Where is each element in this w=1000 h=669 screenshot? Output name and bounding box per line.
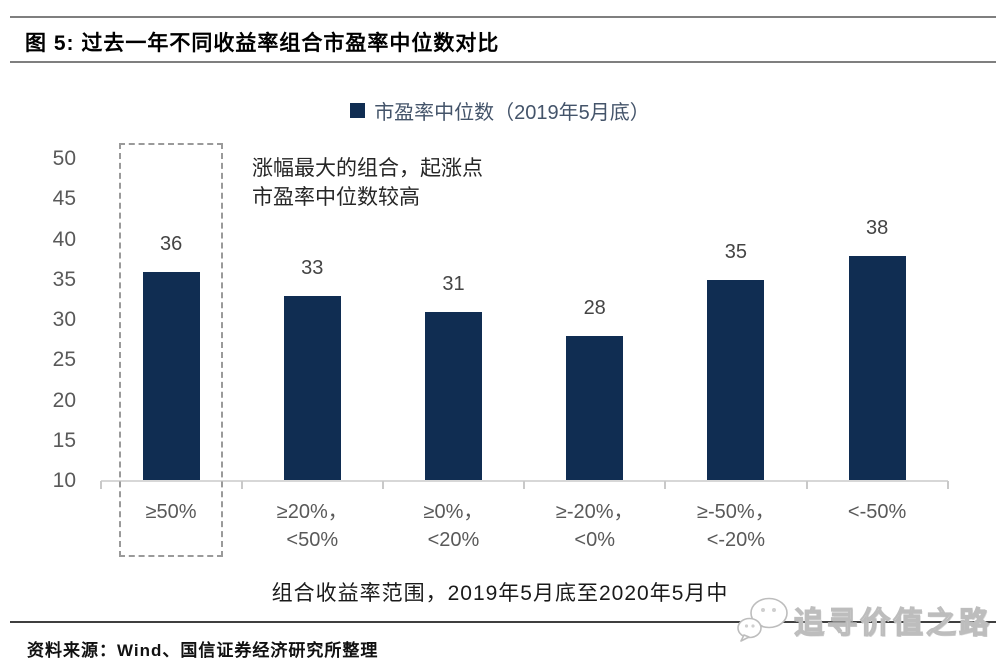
source-note: 资料来源：Wind、国信证券经济研究所整理 [27, 641, 379, 660]
x-axis-category-label: <-50% [847, 501, 907, 523]
legend-label: 市盈率中位数（2019年5月底） [374, 101, 650, 124]
bar-value-label: 38 [865, 216, 889, 239]
top-divider [10, 16, 996, 18]
figure-title: 图 5: 过去一年不同收益率组合市盈率中位数对比 [25, 32, 500, 55]
x-axis-line [100, 479, 948, 482]
bar [283, 295, 341, 480]
bar-value-label: 28 [583, 297, 606, 320]
y-axis-tick-label: 15 [52, 428, 76, 452]
watermark: 追寻价值之路 [736, 596, 992, 644]
bar [142, 271, 200, 480]
x-axis-tickmark [381, 481, 384, 489]
legend-swatch-icon [350, 102, 366, 118]
y-axis-tick-label: 30 [52, 308, 76, 331]
watermark-text: 追寻价值之路 [793, 606, 992, 640]
x-axis-tickmark [240, 481, 243, 489]
bar [707, 279, 765, 480]
title-divider [10, 61, 996, 63]
y-axis-tick-label: 45 [52, 187, 76, 211]
y-axis-tick-label: 35 [52, 267, 76, 291]
x-axis-tickmark [946, 481, 949, 489]
y-axis-tick-label: 25 [52, 348, 76, 372]
bar-value-label: 33 [301, 256, 324, 279]
y-axis-tick-label: 10 [52, 469, 76, 492]
bar [425, 311, 482, 480]
y-axis-tick-label: 40 [52, 227, 76, 251]
x-axis-title: 组合收益率范围，2019年5月底至2020年5月中 [271, 582, 729, 605]
x-axis-tickmark [805, 481, 808, 489]
highlight-dashed-box [119, 143, 224, 557]
y-axis-tick-label: 20 [52, 388, 76, 412]
bar-value-label: 31 [442, 272, 465, 295]
bar [566, 336, 624, 480]
bottom-divider [10, 621, 996, 623]
annotation-line-1: 涨幅最大的组合，起涨点 [252, 157, 483, 180]
x-axis-tickmark [99, 481, 102, 489]
x-axis-category-label: ≥-50%， <-20% [697, 501, 775, 551]
chart-legend: 市盈率中位数（2019年5月底） [0, 98, 1000, 124]
bar-value-label: 35 [724, 240, 748, 263]
x-axis-tickmark [664, 481, 667, 489]
x-axis-category-label: ≥20%， <50% [276, 501, 348, 551]
x-axis-tickmark [523, 481, 526, 489]
x-axis-category-label: ≥0%， <20% [423, 501, 484, 551]
x-axis-category-label: ≥50% [145, 501, 197, 523]
annotation-line-2: 市盈率中位数较高 [252, 186, 420, 209]
chart-annotation: 涨幅最大的组合，起涨点 市盈率中位数较高 [252, 154, 483, 212]
x-axis-category-label: ≥-20%， <0% [555, 501, 634, 551]
bar [848, 255, 906, 480]
wechat-bubbles-icon [737, 597, 788, 642]
y-axis-tick-label: 50 [52, 147, 76, 170]
bar-value-label: 36 [159, 232, 183, 255]
